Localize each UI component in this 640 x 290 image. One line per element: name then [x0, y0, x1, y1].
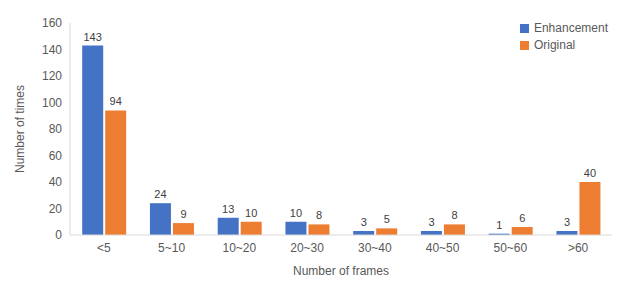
svg-text:40~50: 40~50: [426, 241, 460, 255]
svg-text:140: 140: [42, 43, 62, 57]
svg-text:13: 13: [222, 203, 234, 215]
svg-text:120: 120: [42, 69, 62, 83]
svg-text:100: 100: [42, 96, 62, 110]
svg-text:5~10: 5~10: [158, 241, 185, 255]
svg-text:160: 160: [42, 16, 62, 30]
svg-text:20~30: 20~30: [290, 241, 324, 255]
svg-text:3: 3: [564, 216, 570, 228]
svg-text:>60: >60: [568, 241, 589, 255]
svg-text:60: 60: [49, 149, 63, 163]
svg-text:<5: <5: [97, 241, 111, 255]
svg-text:0: 0: [55, 228, 62, 242]
svg-text:20: 20: [49, 202, 63, 216]
svg-text:3: 3: [361, 216, 367, 228]
html-text:Original: Original: [533, 38, 576, 52]
svg-text:24: 24: [154, 188, 166, 200]
svg-text:40: 40: [584, 167, 596, 179]
svg-text:Number of times: Number of times: [13, 85, 27, 173]
svg-text:30~40: 30~40: [358, 241, 392, 255]
svg-text:50~60: 50~60: [494, 241, 528, 255]
svg-text:143: 143: [84, 31, 102, 43]
svg-text:10~20: 10~20: [223, 241, 257, 255]
svg-text:94: 94: [110, 95, 122, 107]
svg-text:5: 5: [384, 213, 390, 225]
svg-text:Number of frames: Number of frames: [293, 264, 389, 278]
svg-text:40: 40: [49, 175, 63, 189]
html-text:Enhancement: Enhancement: [533, 21, 608, 35]
svg-text:8: 8: [316, 209, 322, 221]
svg-text:10: 10: [245, 207, 257, 219]
svg-text:1: 1: [496, 219, 502, 231]
svg-text:6: 6: [519, 212, 525, 224]
svg-text:10: 10: [290, 207, 302, 219]
svg-text:80: 80: [49, 122, 63, 136]
svg-text:8: 8: [451, 209, 457, 221]
svg-text:3: 3: [428, 216, 434, 228]
svg-text:9: 9: [180, 208, 186, 220]
